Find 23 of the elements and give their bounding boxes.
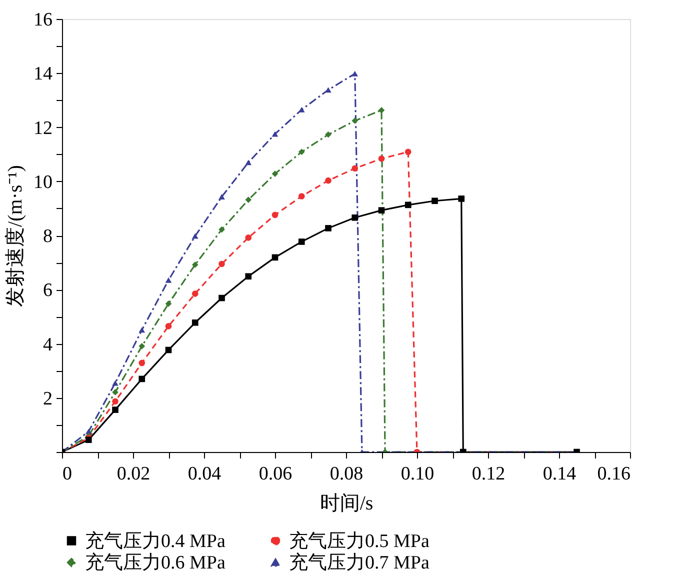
y-tick-label: 12 [34,118,52,139]
x-axis-title: 时间/s [320,492,374,514]
legend-label: 充气压力0.6 MPa [85,552,226,574]
x-tick-label: 0.04 [188,464,222,484]
legend-label: 充气压力0.7 MPa [289,552,430,574]
x-tick-label: 0 [62,464,72,484]
y-tick-label: 2 [43,388,52,410]
x-tick-label: 0.12 [472,464,506,484]
y-tick-label: 10 [34,172,52,193]
y-tick-label: 8 [43,226,52,247]
x-tick-label: 0.02 [116,464,150,484]
y-tick-label: 6 [43,280,52,302]
y-tick-label: 4 [43,334,53,356]
x-tick-label: 0.16 [597,464,630,484]
x-tick-label: 0.14 [542,464,577,484]
x-tick-label: 0.08 [330,464,364,484]
y-tick-label: 14 [34,64,53,85]
y-tick-label: 16 [34,10,52,30]
x-tick-label: 0.10 [400,464,434,484]
legend-label: 充气压力0.4 MPa [85,530,226,552]
x-tick-label: 0.06 [258,464,292,484]
y-axis-title: 发射速度/(m·s⁻¹) [4,165,26,307]
legend-label: 充气压力0.5 MPa [289,530,430,552]
